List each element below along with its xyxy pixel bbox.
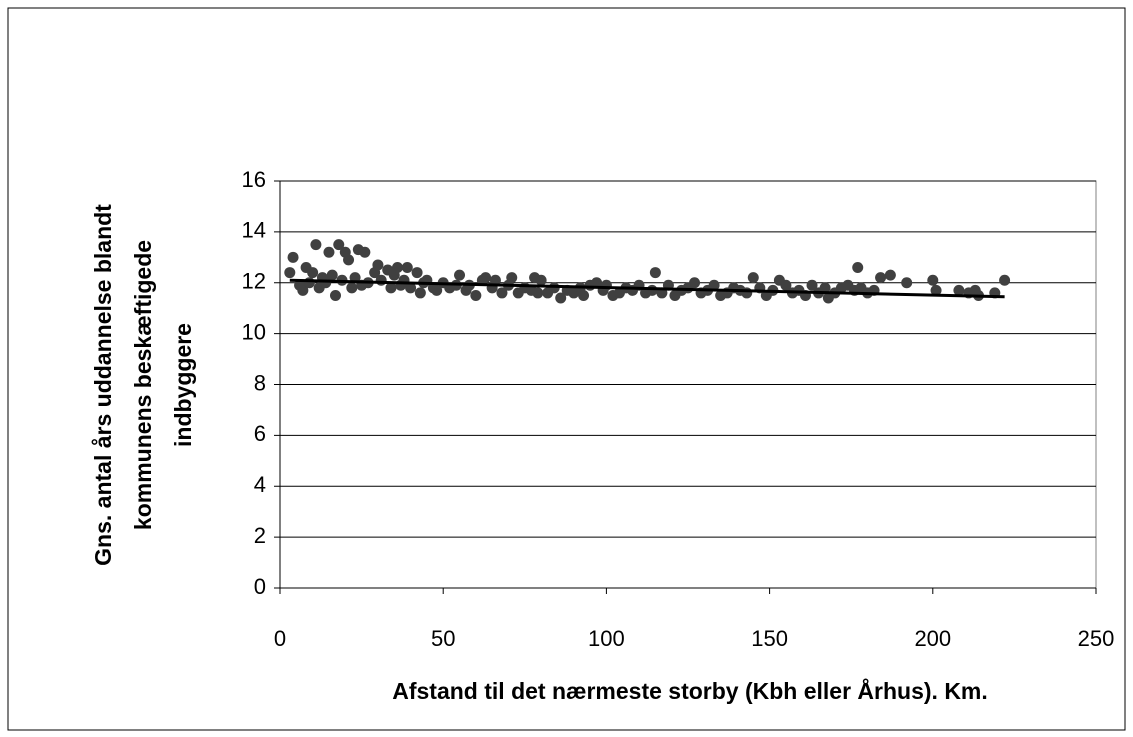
y-tick-label: 12 [242, 269, 266, 294]
point [414, 287, 426, 299]
y-tick-label: 8 [254, 370, 266, 395]
y-axis-title-line: Gns. antal års uddannelse blandt [90, 204, 116, 566]
point [411, 267, 423, 279]
point [375, 274, 387, 286]
y-axis-title-line: indbyggere [170, 323, 196, 447]
point [875, 272, 887, 284]
x-tick-label: 100 [588, 626, 625, 651]
x-axis-title: Afstand til det nærmeste storby (Kbh ell… [392, 677, 988, 704]
point [385, 282, 397, 294]
point [819, 282, 831, 294]
point [343, 254, 355, 266]
y-tick-label: 6 [254, 421, 266, 446]
point [323, 246, 335, 258]
point [303, 277, 315, 289]
point [284, 267, 296, 279]
point [310, 239, 322, 251]
point [884, 269, 896, 281]
point [930, 284, 942, 296]
point [329, 289, 341, 301]
point [346, 282, 358, 294]
point [747, 272, 759, 284]
x-tick-label: 50 [431, 626, 455, 651]
point [372, 259, 384, 271]
point [326, 269, 338, 281]
point [600, 279, 612, 291]
x-tick-label: 0 [274, 626, 286, 651]
point [953, 284, 965, 296]
x-tick-label: 150 [751, 626, 788, 651]
point [708, 279, 720, 291]
point [578, 289, 590, 301]
y-axis-title-line: kommunens beskæftigede [130, 240, 156, 530]
point [480, 272, 492, 284]
point [506, 272, 518, 284]
point [806, 279, 818, 291]
x-tick-label: 200 [914, 626, 951, 651]
point [852, 261, 864, 273]
point [999, 274, 1011, 286]
point [646, 284, 658, 296]
point [431, 284, 443, 296]
point [591, 277, 603, 289]
y-tick-label: 2 [254, 523, 266, 548]
point [555, 292, 567, 304]
point [470, 289, 482, 301]
y-tick-label: 16 [242, 167, 266, 192]
point [333, 239, 345, 251]
y-axis-title: Gns. antal års uddannelse blandt kommune… [90, 204, 196, 566]
y-tick-label: 14 [242, 218, 266, 243]
point [927, 274, 939, 286]
point [392, 261, 404, 273]
point [307, 267, 319, 279]
point [405, 282, 417, 294]
y-tick-label: 10 [242, 319, 266, 344]
point [454, 269, 466, 281]
point [649, 267, 661, 279]
point [535, 274, 547, 286]
point [287, 251, 299, 263]
point [489, 274, 501, 286]
point [297, 284, 309, 296]
point [741, 287, 753, 299]
point [689, 277, 701, 289]
y-tick-label: 0 [254, 574, 266, 599]
point [496, 287, 508, 299]
x-tick-label: 250 [1078, 626, 1115, 651]
y-tick-label: 4 [254, 472, 266, 497]
point [532, 287, 544, 299]
point [901, 277, 913, 289]
point [780, 279, 792, 291]
trend-line [289, 278, 1005, 299]
point [359, 246, 371, 258]
point [401, 261, 413, 273]
